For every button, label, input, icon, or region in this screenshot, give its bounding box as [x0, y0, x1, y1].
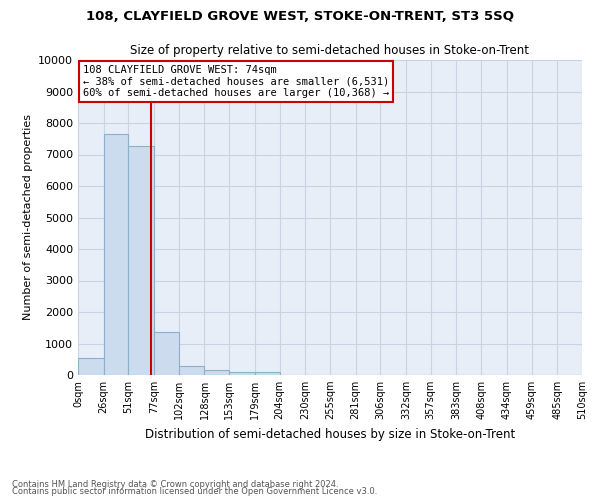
Bar — [179, 366, 205, 375]
Text: 108, CLAYFIELD GROVE WEST, STOKE-ON-TRENT, ST3 5SQ: 108, CLAYFIELD GROVE WEST, STOKE-ON-TREN… — [86, 10, 514, 23]
Y-axis label: Number of semi-detached properties: Number of semi-detached properties — [23, 114, 32, 320]
Text: Contains public sector information licensed under the Open Government Licence v3: Contains public sector information licen… — [12, 487, 377, 496]
Bar — [205, 370, 229, 375]
Bar — [78, 358, 104, 375]
Bar — [154, 332, 179, 375]
X-axis label: Distribution of semi-detached houses by size in Stoke-on-Trent: Distribution of semi-detached houses by … — [145, 428, 515, 440]
Bar — [229, 372, 255, 375]
Bar — [104, 134, 128, 375]
Bar — [128, 146, 154, 375]
Bar — [255, 372, 280, 375]
Text: 108 CLAYFIELD GROVE WEST: 74sqm
← 38% of semi-detached houses are smaller (6,531: 108 CLAYFIELD GROVE WEST: 74sqm ← 38% of… — [83, 64, 389, 98]
Text: Contains HM Land Registry data © Crown copyright and database right 2024.: Contains HM Land Registry data © Crown c… — [12, 480, 338, 489]
Title: Size of property relative to semi-detached houses in Stoke-on-Trent: Size of property relative to semi-detach… — [131, 44, 530, 58]
